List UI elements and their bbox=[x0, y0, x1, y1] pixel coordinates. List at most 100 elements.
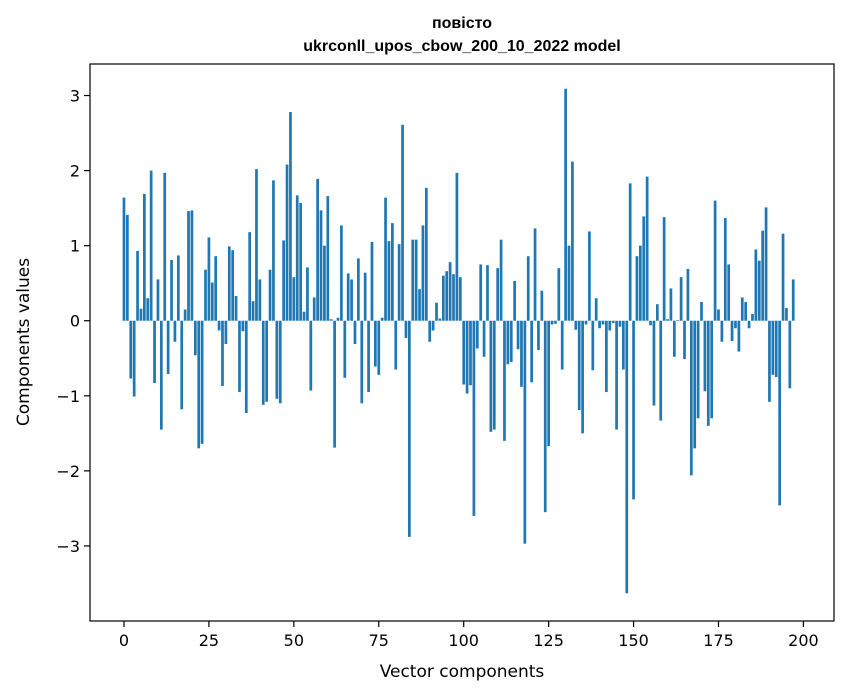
bar-89 bbox=[424, 187, 428, 321]
bar-14 bbox=[170, 259, 173, 321]
bar-28 bbox=[217, 320, 221, 331]
bar-100 bbox=[462, 320, 466, 385]
x-tick-label: 125 bbox=[533, 631, 564, 650]
bar-27 bbox=[214, 256, 218, 321]
plot-frame bbox=[89, 63, 835, 622]
bar-25 bbox=[207, 237, 211, 321]
bar-49 bbox=[289, 112, 292, 321]
bar-143 bbox=[608, 320, 612, 331]
bar-133 bbox=[574, 320, 578, 330]
bar-195 bbox=[785, 307, 788, 321]
bar-112 bbox=[503, 320, 506, 441]
bar-80 bbox=[394, 320, 398, 370]
bar-46 bbox=[278, 320, 282, 404]
bar-155 bbox=[649, 320, 652, 326]
bar-45 bbox=[275, 320, 279, 399]
bar-42 bbox=[265, 320, 269, 402]
bar-17 bbox=[180, 320, 184, 410]
bar-37 bbox=[248, 232, 252, 321]
bar-70 bbox=[360, 320, 364, 404]
bar-29 bbox=[221, 320, 224, 387]
bar-153 bbox=[642, 216, 646, 321]
x-tick-label: 25 bbox=[199, 631, 219, 650]
bar-32 bbox=[231, 250, 235, 321]
bar-66 bbox=[346, 273, 350, 321]
bar-11 bbox=[159, 320, 163, 430]
x-tick-label: 50 bbox=[284, 631, 304, 650]
bars-group bbox=[122, 88, 795, 594]
bar-71 bbox=[363, 272, 367, 321]
bar-106 bbox=[482, 320, 486, 357]
bar-166 bbox=[686, 268, 690, 321]
bar-125 bbox=[547, 320, 550, 447]
bar-180 bbox=[734, 320, 737, 329]
bar-193 bbox=[778, 320, 781, 506]
bar-58 bbox=[319, 210, 323, 321]
y-tick-label: 3 bbox=[70, 87, 80, 106]
bar-121 bbox=[533, 228, 537, 321]
bar-43 bbox=[268, 269, 272, 321]
bar-151 bbox=[635, 256, 639, 321]
bar-138 bbox=[591, 320, 595, 371]
bar-63 bbox=[336, 317, 340, 321]
bar-132 bbox=[571, 161, 574, 321]
bar-114 bbox=[509, 320, 513, 363]
bar-169 bbox=[696, 320, 700, 419]
bar-8 bbox=[149, 170, 153, 321]
x-tick-label: 150 bbox=[618, 631, 649, 650]
bar-13 bbox=[166, 320, 170, 375]
bar-194 bbox=[781, 233, 785, 321]
bar-67 bbox=[350, 279, 353, 321]
bar-20 bbox=[190, 210, 194, 321]
bar-30 bbox=[224, 320, 228, 344]
bar-68 bbox=[353, 320, 357, 344]
x-tick-label: 175 bbox=[703, 631, 734, 650]
bar-146 bbox=[618, 320, 622, 327]
bar-145 bbox=[615, 320, 618, 430]
y-tick-label: 1 bbox=[70, 237, 80, 256]
bar-183 bbox=[744, 301, 748, 321]
bar-94 bbox=[441, 275, 445, 321]
bar-57 bbox=[316, 178, 319, 321]
bar-131 bbox=[567, 245, 571, 321]
x-tick-label: 0 bbox=[119, 631, 129, 650]
bar-48 bbox=[285, 164, 289, 321]
bar-174 bbox=[713, 200, 717, 321]
bar-165 bbox=[683, 320, 686, 360]
bar-78 bbox=[387, 241, 391, 321]
bar-134 bbox=[577, 320, 581, 411]
bar-47 bbox=[282, 240, 285, 321]
bar-51 bbox=[295, 195, 299, 321]
bar-164 bbox=[679, 277, 683, 321]
x-tick-label: 200 bbox=[788, 631, 819, 650]
x-axis-ticks: 0 25 50 75 100 125 150 175 200 bbox=[119, 621, 819, 650]
bar-148 bbox=[625, 320, 629, 594]
bar-99 bbox=[458, 277, 462, 321]
bar-77 bbox=[384, 197, 387, 321]
x-axis-label: Vector components bbox=[380, 662, 545, 682]
bar-91 bbox=[431, 320, 435, 331]
bar-2 bbox=[129, 320, 133, 379]
bar-178 bbox=[727, 264, 731, 321]
bar-59 bbox=[323, 245, 326, 321]
bar-190 bbox=[768, 320, 771, 402]
bar-189 bbox=[764, 207, 768, 321]
bar-69 bbox=[357, 258, 360, 321]
bar-4 bbox=[136, 250, 139, 321]
bar-50 bbox=[292, 277, 296, 321]
bar-82 bbox=[401, 124, 404, 321]
bar-73 bbox=[370, 241, 374, 321]
bar-18 bbox=[183, 309, 187, 321]
bar-7 bbox=[146, 298, 150, 321]
chart-subtitle: ukrconll_upos_cbow_200_10_2022 model bbox=[303, 38, 620, 55]
bar-96 bbox=[448, 262, 452, 321]
bar-123 bbox=[540, 290, 544, 321]
bar-171 bbox=[703, 320, 707, 392]
bar-76 bbox=[380, 317, 384, 321]
bar-61 bbox=[329, 319, 333, 321]
y-tick-label: −1 bbox=[56, 387, 80, 406]
bar-170 bbox=[700, 301, 703, 321]
bar-53 bbox=[302, 311, 306, 321]
bar-109 bbox=[492, 320, 496, 430]
bar-167 bbox=[689, 320, 693, 476]
